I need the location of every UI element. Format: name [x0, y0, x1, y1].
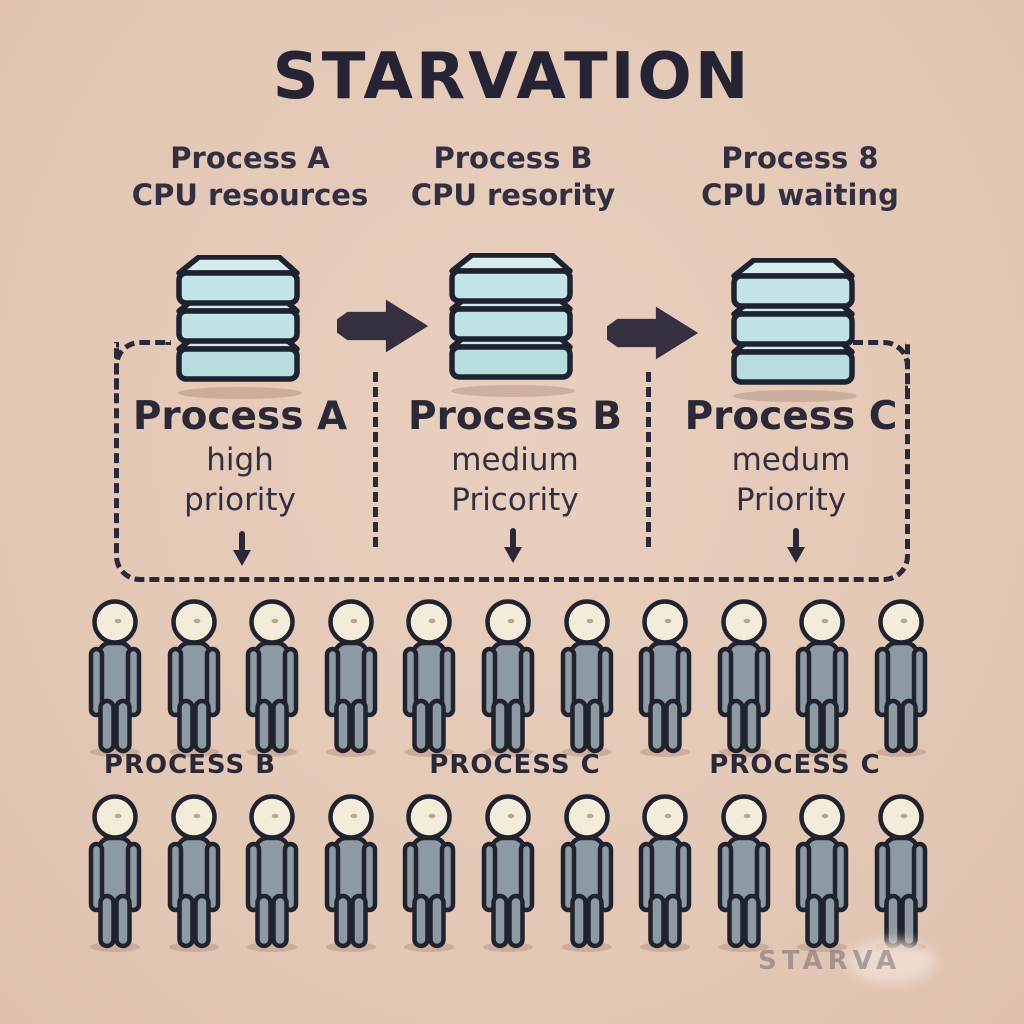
priority-line: medium: [451, 442, 579, 478]
process-name: Process C: [684, 394, 898, 439]
priority-line: Pricority: [451, 482, 579, 518]
person-icon: [245, 794, 299, 952]
arrow-right-icon: [337, 299, 429, 353]
cpu-stack-icon: [731, 258, 857, 402]
priority-line: priority: [184, 482, 296, 518]
person-icon: [245, 599, 299, 757]
priority-line: high: [206, 442, 274, 478]
column-header-process-a: Process A CPU resources: [110, 140, 390, 214]
priority-line: Priority: [735, 482, 847, 518]
queue-label-process-b: PROCESS B: [103, 750, 277, 780]
header-line: Process B: [433, 141, 593, 175]
person-icon: [88, 599, 142, 757]
person-icon: [560, 794, 613, 952]
process-name: Process A: [132, 394, 348, 439]
person-icon: [874, 794, 928, 952]
person-icon: [796, 794, 849, 952]
person-icon: [481, 599, 535, 757]
arrow-down-icon: [233, 531, 251, 566]
dashed-resource-box: [114, 342, 910, 582]
person-icon: [167, 794, 220, 952]
page-title: STARVATION: [272, 40, 752, 114]
waiting-people-row-1: [84, 597, 932, 759]
person-icon: [796, 599, 849, 757]
person-icon: [717, 794, 770, 952]
column-header-process-c: Process 8 CPU waiting: [660, 140, 940, 214]
header-line: CPU resority: [410, 178, 616, 212]
watermark-smudge: [846, 940, 936, 984]
person-icon: [403, 599, 456, 757]
process-cell-a: Process A high priority: [106, 394, 374, 520]
queue-label-process-c2: PROCESS C: [709, 750, 881, 780]
person-icon: [88, 794, 142, 952]
person-icon: [874, 599, 928, 757]
process-name: Process B: [408, 394, 622, 439]
header-line: CPU resources: [131, 178, 369, 212]
arrow-down-icon: [504, 528, 522, 563]
person-icon: [717, 599, 770, 757]
person-icon: [638, 794, 692, 952]
queue-label-process-c: PROCESS C: [429, 750, 601, 780]
person-icon: [560, 599, 613, 757]
waiting-people-row-2: [84, 792, 932, 954]
column-header-process-b: Process B CPU resority: [373, 140, 653, 214]
person-icon: [167, 599, 220, 757]
dashed-divider: [646, 372, 651, 547]
header-line: CPU waiting: [701, 178, 899, 212]
header-line: Process A: [170, 141, 330, 175]
arrow-down-icon: [787, 528, 805, 563]
priority-line: medum: [731, 442, 851, 478]
person-icon: [481, 794, 535, 952]
watermark-text: STARVA: [758, 946, 902, 976]
cpu-stack-icon: [176, 255, 302, 399]
person-icon: [324, 794, 378, 952]
process-cell-b: Process B medium Pricority: [381, 394, 649, 520]
arrow-right-icon: [607, 306, 699, 360]
header-line: Process 8: [721, 141, 879, 175]
cpu-stack-icon: [449, 253, 575, 397]
person-icon: [638, 599, 692, 757]
process-cell-c: Process C medum Priority: [657, 394, 925, 520]
person-icon: [324, 599, 378, 757]
person-icon: [403, 794, 456, 952]
dashed-divider: [373, 372, 378, 547]
